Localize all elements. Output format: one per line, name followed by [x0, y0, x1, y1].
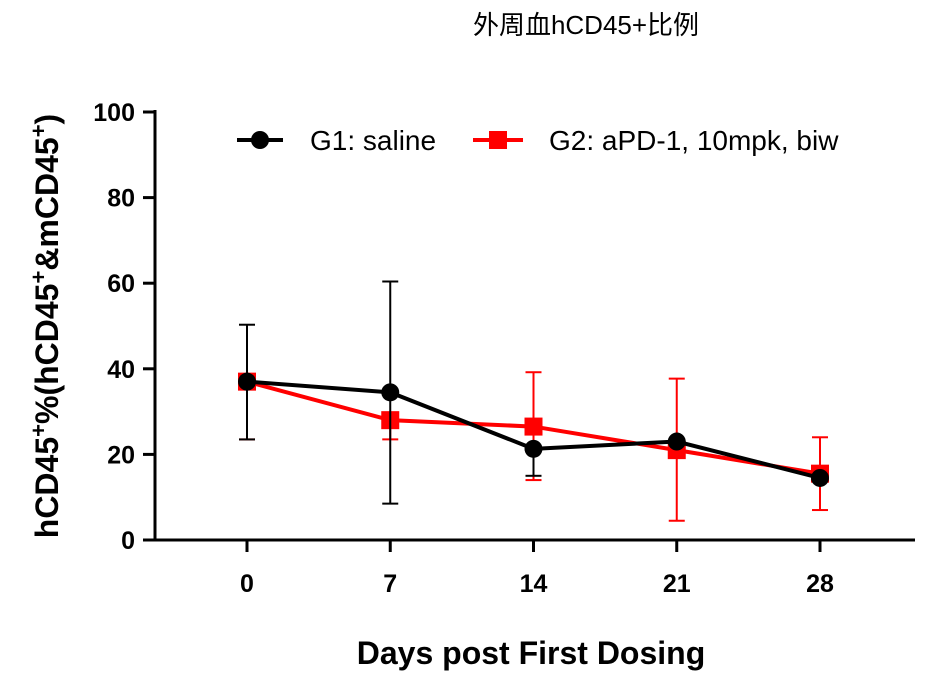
- y-tick-label: 100: [93, 99, 135, 127]
- legend-item-2: G2: aPD-1, 10mpk, biw: [473, 125, 839, 156]
- ticks: 0 20 40 60 80 100 0 7 14 21 28: [93, 99, 834, 598]
- y-axis-title-part: %(hCD45: [29, 284, 65, 424]
- legend: G1: saline G2: aPD-1, 10mpk, biw: [237, 125, 839, 156]
- x-tick-label: 14: [520, 570, 548, 598]
- x-tick-label: 0: [240, 570, 254, 598]
- x-tick-label: 7: [383, 570, 397, 598]
- legend-marker: [251, 131, 269, 149]
- y-axis-title: hCD45+%(hCD45+&mCD45+): [26, 114, 66, 538]
- y-axis-title-part: ): [29, 114, 65, 125]
- y-tick-label: 80: [107, 185, 135, 213]
- legend-label: G2: aPD-1, 10mpk, biw: [549, 125, 839, 156]
- chart-title: 外周血hCD45+比例: [473, 10, 699, 40]
- data-point: [811, 468, 829, 487]
- y-tick-label: 40: [107, 356, 135, 384]
- data-point: [381, 383, 400, 402]
- series-layer: [238, 280, 829, 522]
- y-axis-title-part: +: [26, 124, 51, 137]
- y-axis-title-part: +: [26, 424, 51, 437]
- y-axis-title-part: hCD45: [29, 437, 65, 538]
- y-axis-title-part: &mCD45: [29, 137, 65, 270]
- data-point: [524, 439, 543, 458]
- data-point: [238, 372, 256, 391]
- x-tick-label: 28: [806, 570, 834, 598]
- x-axis-title: Days post First Dosing: [357, 635, 706, 671]
- series-1: [238, 280, 829, 505]
- legend-item-1: G1: saline: [237, 125, 436, 156]
- x-tick-label: 21: [663, 570, 691, 598]
- y-tick-label: 0: [121, 527, 135, 555]
- y-axis-title-part: +: [26, 271, 51, 284]
- data-point: [524, 417, 543, 436]
- y-tick-label: 20: [107, 441, 135, 469]
- y-tick-label: 60: [107, 270, 135, 298]
- legend-marker: [489, 131, 507, 149]
- data-point: [667, 432, 686, 451]
- legend-label: G1: saline: [310, 125, 436, 156]
